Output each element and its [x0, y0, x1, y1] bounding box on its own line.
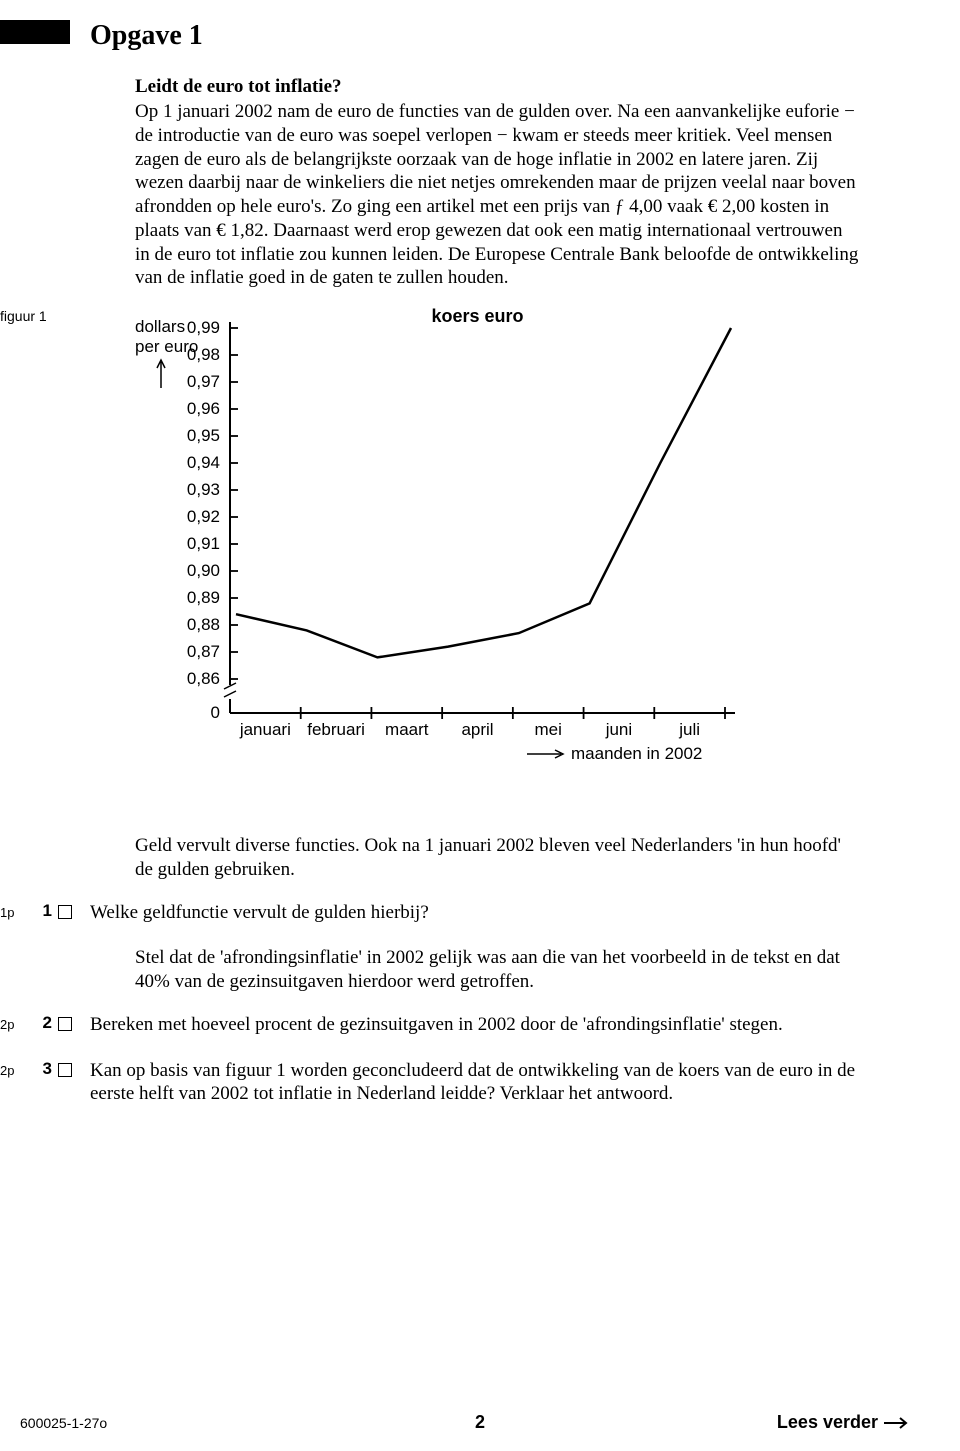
q3-number: 3 — [30, 1059, 58, 1079]
q1-points: 1p — [0, 901, 30, 920]
svg-text:dollars: dollars — [135, 317, 185, 336]
lead-question: Leidt de euro tot inflatie? — [135, 76, 860, 98]
svg-text:0,92: 0,92 — [187, 507, 220, 526]
svg-text:januari: januari — [239, 720, 291, 739]
checkbox-icon — [58, 1063, 72, 1077]
figure-label: figuur 1 — [0, 308, 47, 324]
q3-text: Kan op basis van figuur 1 worden geconcl… — [90, 1059, 860, 1107]
q2-number: 2 — [30, 1013, 58, 1033]
svg-text:0,94: 0,94 — [187, 453, 220, 472]
page: Opgave 1 Leidt de euro tot inflatie? Op … — [0, 0, 960, 1451]
footer-page-number: 2 — [475, 1412, 485, 1433]
svg-text:februari: februari — [307, 720, 365, 739]
svg-text:0,99: 0,99 — [187, 318, 220, 337]
question-3: 2p 3 Kan op basis van figuur 1 worden ge… — [0, 1059, 900, 1107]
svg-text:0,98: 0,98 — [187, 345, 220, 364]
q2-points: 2p — [0, 1013, 30, 1032]
svg-text:maanden in 2002: maanden in 2002 — [571, 744, 702, 763]
svg-text:mei: mei — [535, 720, 562, 739]
question-2: 2p 2 Bereken met hoeveel procent de gezi… — [0, 1013, 900, 1037]
q2-text: Bereken met hoeveel procent de gezinsuit… — [90, 1013, 860, 1037]
footer-right: Lees verder — [777, 1412, 910, 1433]
checkbox-icon — [58, 1017, 72, 1031]
footer: 600025-1-27o 2 Lees verder — [0, 1412, 960, 1433]
svg-text:0,88: 0,88 — [187, 615, 220, 634]
svg-text:maart: maart — [385, 720, 429, 739]
svg-text:0,89: 0,89 — [187, 588, 220, 607]
footer-continue: Lees verder — [777, 1412, 878, 1433]
opgave-title: Opgave 1 — [90, 20, 900, 52]
body-text: Leidt de euro tot inflatie? Op 1 januari… — [135, 76, 860, 290]
questions: Geld vervult diverse functies. Ook na 1 … — [0, 834, 900, 1106]
svg-text:koers euro: koers euro — [431, 308, 523, 326]
paragraph-1: Op 1 januari 2002 nam de euro de functie… — [135, 100, 860, 290]
svg-text:0,97: 0,97 — [187, 372, 220, 391]
figure-1: figuur 1 koers eurodollarsper euro0,990,… — [0, 308, 900, 808]
chart-container: koers eurodollarsper euro0,990,980,970,9… — [85, 308, 765, 813]
svg-text:april: april — [461, 720, 493, 739]
svg-text:0,95: 0,95 — [187, 426, 220, 445]
svg-text:juni: juni — [605, 720, 632, 739]
svg-text:0,91: 0,91 — [187, 534, 220, 553]
svg-text:0,86: 0,86 — [187, 669, 220, 688]
question-1: 1p 1 Welke geldfunctie vervult de gulden… — [0, 901, 900, 925]
q1-number: 1 — [30, 901, 58, 921]
footer-code: 600025-1-27o — [20, 1415, 107, 1431]
svg-text:0,93: 0,93 — [187, 480, 220, 499]
header-box — [0, 20, 70, 44]
checkbox-icon — [58, 905, 72, 919]
svg-text:0,87: 0,87 — [187, 642, 220, 661]
q3-points: 2p — [0, 1059, 30, 1078]
svg-text:0: 0 — [211, 703, 220, 722]
arrow-right-icon — [884, 1416, 910, 1430]
q1-text: Welke geldfunctie vervult de gulden hier… — [90, 901, 860, 925]
svg-text:0,96: 0,96 — [187, 399, 220, 418]
svg-text:juli: juli — [678, 720, 700, 739]
q2-intro: Stel dat de 'afrondingsinflatie' in 2002… — [135, 946, 860, 994]
q1-intro: Geld vervult diverse functies. Ook na 1 … — [135, 834, 860, 882]
koers-euro-chart: koers eurodollarsper euro0,990,980,970,9… — [85, 308, 765, 808]
svg-text:0,90: 0,90 — [187, 561, 220, 580]
